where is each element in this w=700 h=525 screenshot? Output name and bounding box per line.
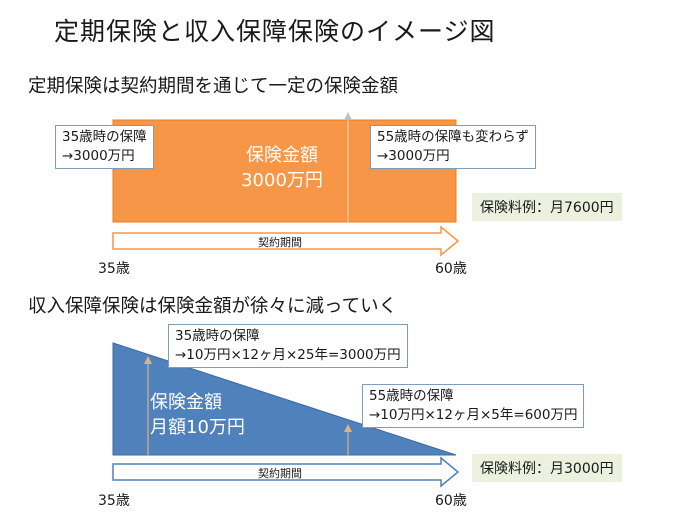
income-callout-55-line2: →10万円×12ヶ月×5年=600万円: [369, 407, 578, 423]
term-premium: 保険料例：月7600円: [472, 193, 622, 221]
term-callout-55: 55歳時の保障も変わらず →3000万円: [370, 125, 536, 169]
income-callout-55: 55歳時の保障 →10万円×12ヶ月×5年=600万円: [362, 384, 585, 428]
income-shape-line1: 保険金額: [150, 392, 222, 413]
term-callout-55-line2: →3000万円: [377, 148, 450, 164]
income-callout-35-line2: →10万円×12ヶ月×25年=3000万円: [175, 347, 401, 363]
term-period-label: 契約期間: [258, 236, 302, 249]
page-title: 定期保険と収入保障保険のイメージ図: [54, 17, 496, 46]
term-box-label: 保険金額 3000万円: [232, 143, 332, 193]
income-callout-55-line1: 55歳時の保障: [369, 388, 454, 404]
income-callout-35-line1: 35歳時の保障: [175, 328, 260, 344]
term-callout-35-line2: →3000万円: [62, 148, 135, 164]
income-premium: 保険料例：月3000円: [472, 454, 622, 482]
income-coverage-arrowhead-35: [144, 356, 152, 364]
income-callout-35: 35歳時の保障 →10万円×12ヶ月×25年=3000万円: [168, 324, 408, 368]
term-callout-35: 35歳時の保障 →3000万円: [55, 125, 154, 169]
income-age-end: 60歳: [435, 493, 467, 509]
term-callout-35-line1: 35歳時の保障: [62, 129, 147, 145]
term-period-arrow: [112, 225, 460, 257]
term-age-start: 35歳: [98, 261, 130, 277]
income-shape-label: 保険金額 月額10万円: [150, 390, 245, 440]
term-coverage-arrowhead: [344, 112, 352, 120]
income-period-arrow: [112, 456, 460, 488]
term-box-line1: 保険金額: [246, 145, 318, 166]
income-coverage-arrowhead-55: [344, 424, 352, 432]
term-age-end: 60歳: [435, 261, 467, 277]
income-heading: 収入保障保険は保険金額が徐々に減っていく: [28, 296, 398, 317]
term-callout-55-line1: 55歳時の保障も変わらず: [377, 129, 529, 145]
term-heading: 定期保険は契約期間を通じて一定の保険金額: [28, 76, 399, 97]
income-shape-line2: 月額10万円: [150, 417, 245, 438]
term-box-line2: 3000万円: [241, 170, 323, 191]
income-age-start: 35歳: [98, 493, 130, 509]
income-period-label: 契約期間: [258, 467, 302, 480]
